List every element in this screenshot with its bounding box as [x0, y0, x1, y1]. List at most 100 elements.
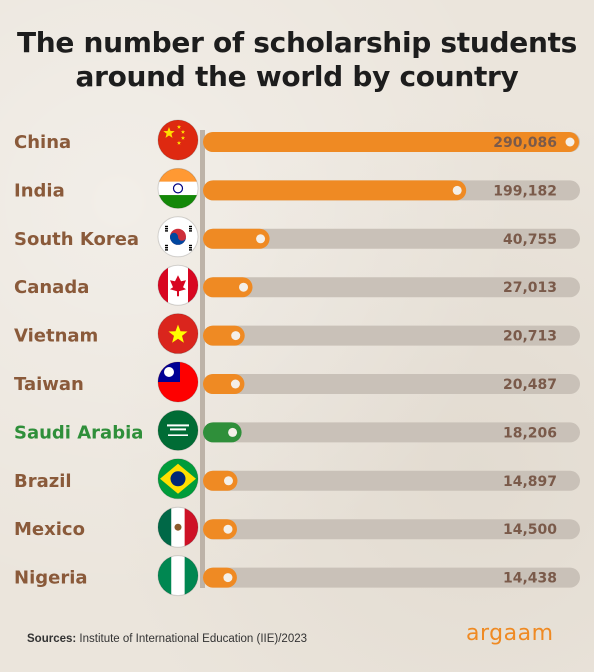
- canada-flag-icon-part: [170, 275, 186, 297]
- value-label: 27,013: [503, 280, 557, 296]
- mexico-flag-icon-rim: [157, 506, 199, 548]
- bar-row: Mexico 14,500: [14, 506, 580, 548]
- bar-row: India 199,182: [14, 167, 580, 209]
- india-flag-icon-rim: [157, 167, 199, 209]
- south-korea-flag-icon-part: [189, 230, 192, 232]
- bar-end-dot: [565, 137, 575, 147]
- brazil-flag-icon-rim: [157, 458, 199, 500]
- bar-end-dot: [223, 476, 233, 486]
- saudi-arabia-flag-icon-part: [167, 424, 189, 427]
- bar-end-dot: [256, 234, 266, 244]
- taiwan-flag-icon-part: [164, 367, 174, 377]
- value-label: 20,713: [503, 329, 557, 345]
- value-label: 18,206: [503, 425, 557, 441]
- south-korea-flag-icon-part: [189, 225, 192, 228]
- category-label: China: [14, 132, 71, 153]
- bar: [203, 374, 245, 394]
- taiwan-flag-icon: [157, 361, 199, 403]
- bar: [203, 325, 245, 346]
- south-korea-flag-icon-part: [165, 225, 168, 228]
- bar-track: [203, 277, 580, 298]
- bar: [203, 132, 579, 152]
- value-label: 20,487: [503, 377, 557, 393]
- bar-track: [203, 519, 580, 540]
- brazil-flag-icon: [157, 458, 199, 500]
- canada-flag-icon-rim: [157, 264, 199, 306]
- bar-row: Saudi Arabia 18,206: [14, 409, 580, 451]
- source-text: Institute of International Education (II…: [79, 633, 308, 645]
- south-korea-flag-icon-part: [165, 247, 168, 249]
- argaam-logo: argaam: [466, 621, 554, 646]
- nigeria-flag-icon-part: [171, 555, 185, 596]
- south-korea-flag-icon-part: [189, 249, 192, 251]
- brazil-flag-icon-body: [158, 458, 198, 499]
- category-label: Vietnam: [14, 326, 98, 347]
- china-flag-icon-part: [176, 140, 182, 145]
- india-flag-icon-part: [158, 181, 198, 196]
- title-line-2: around the world by country: [75, 60, 519, 93]
- bar-track: [203, 228, 580, 249]
- china-flag-icon-body: [158, 120, 198, 160]
- bar: [203, 567, 237, 588]
- category-label: Mexico: [14, 519, 85, 540]
- nigeria-flag-icon-body: [158, 555, 198, 596]
- canada-flag-icon-part: [158, 265, 168, 306]
- category-label: Canada: [14, 277, 89, 298]
- bar: [203, 180, 467, 201]
- bar-end-dot: [230, 379, 240, 389]
- value-label: 40,755: [503, 232, 557, 248]
- bar-end-dot: [223, 573, 233, 583]
- value-label: 14,897: [503, 474, 557, 490]
- taiwan-flag-icon-rim: [157, 361, 199, 403]
- chart-title: The number of scholarship students aroun…: [0, 26, 594, 94]
- nigeria-flag-icon-part: [158, 555, 172, 596]
- bar-end-dot: [223, 524, 233, 534]
- value-label: 14,438: [503, 571, 557, 587]
- china-flag-icon-part: [180, 129, 186, 134]
- bar-track: [203, 567, 580, 588]
- china-flag-icon-part: [176, 124, 182, 129]
- bar-track: [203, 325, 580, 346]
- bar-row: China 290,086: [14, 119, 580, 161]
- mexico-flag-icon-part: [184, 507, 198, 548]
- china-flag-icon-part: [180, 135, 186, 140]
- canada-flag-icon-part: [188, 265, 198, 306]
- canada-flag-icon-body: [158, 265, 198, 306]
- south-korea-flag-icon-body: [158, 216, 198, 257]
- bar-row: Taiwan 20,487: [14, 361, 580, 403]
- category-label: Saudi Arabia: [14, 422, 143, 443]
- saudi-arabia-flag-icon: [157, 409, 199, 451]
- south-korea-flag-icon-part: [189, 228, 192, 230]
- taiwan-flag-icon-body: [158, 362, 198, 402]
- south-korea-flag-icon: [157, 216, 199, 258]
- saudi-arabia-flag-icon-rim: [157, 409, 199, 451]
- value-label: 199,182: [493, 183, 557, 199]
- south-korea-flag-icon-part: [165, 244, 168, 247]
- bar: [203, 277, 253, 298]
- nigeria-flag-icon-part: [184, 555, 198, 596]
- vietnam-flag-icon: [157, 313, 199, 355]
- saudi-arabia-flag-icon-body: [158, 410, 198, 451]
- value-label: 290,086: [493, 135, 557, 151]
- south-korea-flag-icon-part: [170, 232, 186, 245]
- bar: [203, 470, 238, 491]
- vietnam-flag-icon-body: [158, 313, 198, 354]
- mexico-flag-icon-part: [174, 523, 182, 531]
- nigeria-flag-icon-rim: [157, 555, 199, 597]
- source-note: Sources: Institute of International Educ…: [27, 633, 307, 645]
- mexico-flag-icon-body: [158, 507, 198, 548]
- south-korea-flag-icon-part: [165, 249, 168, 251]
- south-korea-flag-icon-part: [189, 244, 192, 247]
- south-korea-flag-icon-rim: [157, 216, 199, 258]
- bar: [203, 228, 270, 249]
- saudi-arabia-flag-icon-part: [168, 434, 188, 436]
- mexico-flag-icon: [157, 506, 199, 548]
- south-korea-flag-icon-part: [189, 247, 192, 249]
- category-label: South Korea: [14, 229, 139, 250]
- title-line-1: The number of scholarship students: [16, 26, 578, 59]
- value-label: 14,500: [503, 522, 557, 538]
- bar-end-dot: [228, 427, 238, 437]
- china-flag-icon: [157, 119, 199, 161]
- saudi-arabia-flag-icon-part: [170, 428, 186, 431]
